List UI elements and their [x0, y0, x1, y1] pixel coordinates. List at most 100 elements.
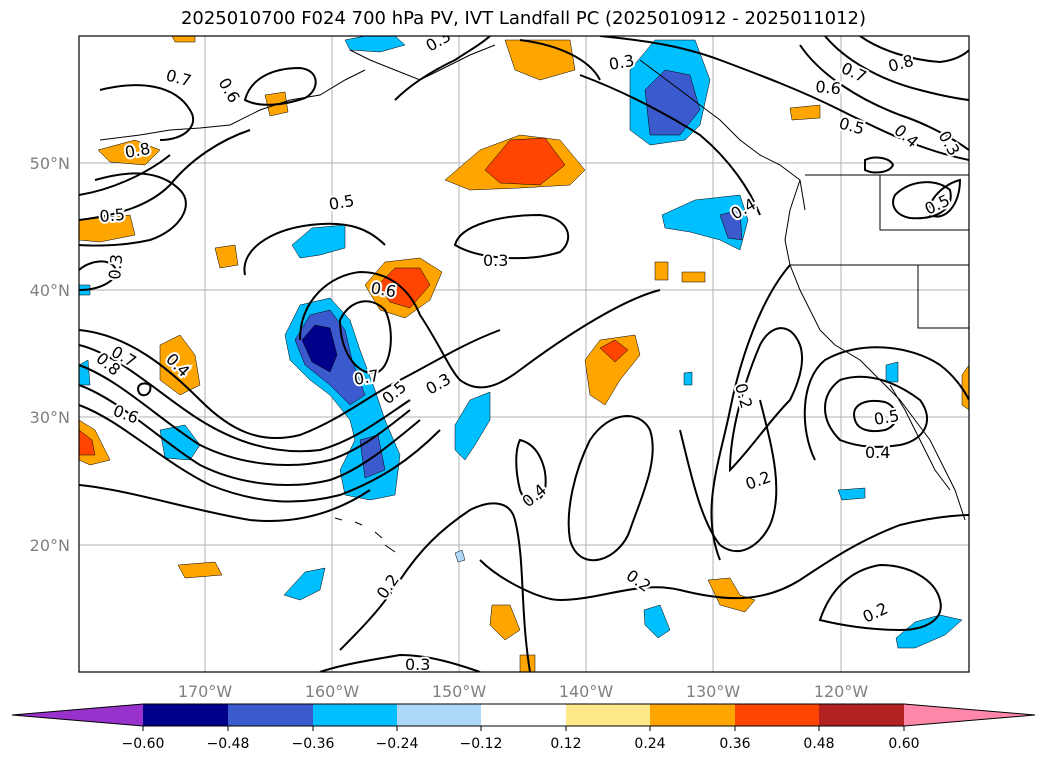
shade-pos-15	[489, 604, 521, 641]
lon-label-130w: 130°W	[686, 682, 741, 701]
lon-label-120w: 120°W	[814, 682, 869, 701]
contour-16	[567, 415, 654, 562]
contour-8	[243, 222, 386, 276]
contour-5	[79, 404, 441, 503]
baja	[889, 384, 951, 491]
contour-label: 0.3	[483, 251, 508, 270]
colorbar-segment	[143, 704, 228, 726]
colorbar-segment	[313, 704, 397, 726]
contour-29	[859, 36, 969, 64]
shade-neg-6	[644, 69, 701, 136]
contour-20	[803, 346, 969, 461]
shade-pos-5	[377, 267, 431, 309]
shade-neg-15	[837, 487, 866, 501]
contour-39	[79, 260, 117, 291]
shade-neg-7	[661, 194, 749, 251]
contour-3	[79, 364, 411, 466]
contour-35	[243, 66, 317, 106]
contour-label: 0.6	[815, 77, 842, 98]
colorbar-segment	[228, 704, 313, 726]
colorbar-segment	[735, 704, 819, 726]
positive-shading	[79, 36, 969, 672]
lat-label-40n: 40°N	[30, 281, 70, 300]
contour-2	[79, 344, 411, 453]
hawaii	[334, 517, 396, 553]
shade-pos-12	[79, 429, 96, 456]
colorbar-tick-label: 0.60	[888, 736, 919, 752]
lat-label-50n: 50°N	[30, 154, 70, 173]
contour-31	[799, 44, 969, 151]
lon-label-160w: 160°W	[305, 682, 360, 701]
shade-pos-19	[214, 244, 239, 269]
state-border-2	[879, 175, 969, 231]
contour-9	[453, 213, 570, 260]
shade-neg-3	[301, 324, 338, 373]
contour-label: 0.5	[327, 191, 355, 214]
shade-pos-9	[97, 139, 161, 166]
contour-label: 0.3	[405, 655, 430, 674]
contour-17	[728, 327, 803, 473]
shade-pos-13	[177, 561, 223, 579]
contour-1	[79, 329, 501, 440]
shade-pos-14	[707, 577, 756, 613]
colorbar-segment	[397, 704, 481, 726]
shade-pos-6	[584, 334, 641, 406]
contour-15	[515, 438, 547, 503]
shade-pos-16	[519, 654, 536, 672]
shade-neg-12	[283, 567, 326, 601]
contour-38	[137, 382, 152, 397]
contour-13	[99, 84, 195, 141]
contour-18	[824, 375, 929, 448]
shade-pos-10	[79, 214, 136, 243]
contour-7	[299, 270, 661, 389]
lon-label-170w: 170°W	[178, 682, 233, 701]
colorbar-tick-label: 0.24	[634, 736, 665, 752]
contour-23	[479, 514, 969, 602]
colorbar-tick-label: −0.36	[292, 736, 335, 752]
us-west-coast	[784, 179, 966, 521]
shade-neg-19	[454, 549, 466, 563]
shade-pos-2	[484, 137, 566, 186]
colorbar-segment	[819, 704, 904, 726]
shade-neg-8	[719, 209, 743, 241]
shade-neg-21	[683, 371, 693, 386]
contour-34	[864, 156, 895, 174]
shade-pos-21	[789, 104, 821, 121]
colorbar-segment	[481, 704, 566, 726]
shade-neg-20	[885, 361, 899, 383]
colorbar-segment	[650, 704, 735, 726]
lat-label-20n: 20°N	[30, 536, 70, 555]
colorbar-tick-label: −0.24	[376, 736, 419, 752]
contour-14	[79, 172, 187, 247]
contour-10	[338, 300, 392, 374]
map-title: 2025010700 F024 700 hPa PV, IVT Landfall…	[180, 8, 867, 29]
shade-pos-7	[599, 339, 629, 363]
colorbar-tick-label: 0.48	[803, 736, 834, 752]
shade-neg-13	[643, 604, 671, 639]
contour-11	[79, 129, 251, 221]
colorbar-extend-right	[904, 704, 1035, 726]
contour-12	[79, 154, 171, 196]
contour-25	[319, 653, 481, 672]
state-border-3	[917, 265, 969, 329]
lon-labels: 170°W 160°W 150°W 140°W 130°W 120°W	[178, 682, 869, 701]
contour-33	[892, 181, 952, 220]
contour-21	[710, 264, 791, 561]
contour-27	[599, 36, 969, 161]
lon-label-150w: 150°W	[432, 682, 487, 701]
shade-pos-23	[961, 364, 969, 411]
contour-26	[818, 563, 942, 632]
contour-6	[79, 484, 371, 522]
contour-32	[928, 178, 962, 218]
shade-neg-11	[159, 424, 201, 461]
bc-coast	[639, 59, 806, 211]
shade-pos-17	[654, 261, 669, 281]
contour-lines	[79, 36, 969, 672]
colorbar-tick-label: −0.12	[460, 736, 503, 752]
colorbar-extend-left	[12, 704, 143, 726]
colorbar-tick-label: −0.48	[207, 736, 250, 752]
shade-pos-22	[171, 36, 196, 43]
lon-label-140w: 140°W	[559, 682, 614, 701]
shade-neg-10	[454, 391, 491, 461]
